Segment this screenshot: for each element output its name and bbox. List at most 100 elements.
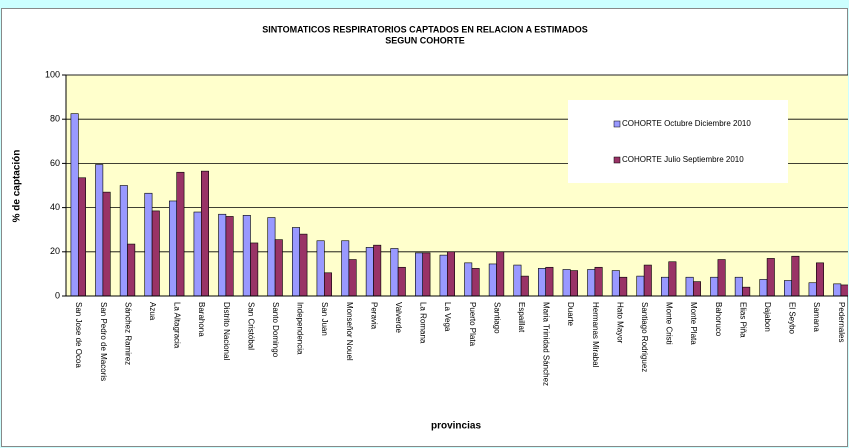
bar	[225, 216, 234, 297]
bar	[446, 251, 455, 297]
bar	[292, 227, 301, 297]
bar	[397, 266, 406, 297]
bar	[78, 177, 86, 297]
x-tick-label: Maria Trinidad Sánchez	[542, 302, 551, 386]
x-tick-label: San Jose de Ocoa	[74, 302, 83, 368]
bar	[710, 276, 719, 297]
legend-label: COHORTE Julio Septiembre 2010	[622, 155, 744, 164]
x-tick-label: La Vega	[443, 302, 452, 332]
bar	[422, 252, 431, 297]
x-tick-label: Duarte	[566, 302, 575, 327]
x-tick-label: Elias Piña	[738, 302, 747, 338]
legend-swatch	[613, 156, 621, 164]
bar	[520, 275, 529, 297]
bar	[341, 240, 350, 297]
bar	[611, 270, 620, 297]
y-tick-label: 0	[55, 290, 60, 300]
x-tick-label: Sánchez Ramirez	[123, 302, 132, 365]
x-tick-label: Barahona	[197, 302, 206, 337]
bar	[323, 272, 332, 297]
x-tick-label: La Romana	[419, 302, 428, 344]
bar	[594, 266, 603, 297]
legend	[568, 100, 788, 183]
bar	[562, 269, 571, 297]
bar	[95, 164, 104, 297]
bar	[267, 217, 276, 297]
bar	[151, 210, 160, 297]
x-tick-label: Azua	[148, 302, 157, 321]
x-tick-label: Valverde	[394, 302, 403, 334]
chart-title: SINTOMATICOS RESPIRATORIOS CAPTADOS EN R…	[262, 24, 588, 34]
x-tick-label: El Seybo	[788, 302, 797, 335]
bar	[742, 286, 751, 297]
x-tick-label: Monte Plata	[689, 302, 698, 345]
x-tick-label: Peravia	[369, 302, 378, 330]
bar	[496, 251, 505, 297]
x-tick-label: Monseñor Nouel	[345, 302, 354, 361]
y-axis-title: % de captación	[12, 150, 23, 223]
y-tick-label: 60	[50, 158, 60, 168]
bar	[274, 239, 283, 297]
bar	[587, 269, 596, 297]
x-tick-label: Bahoruco	[714, 302, 723, 337]
bar	[815, 262, 824, 297]
bar	[365, 247, 374, 297]
y-tick-label: 80	[50, 114, 60, 124]
x-tick-label: Pedernales	[837, 302, 846, 342]
bar	[488, 263, 497, 297]
bar	[808, 282, 817, 297]
bar	[348, 259, 357, 297]
bar	[685, 276, 694, 297]
bar	[734, 276, 743, 297]
bar	[201, 170, 209, 297]
bar	[692, 281, 701, 297]
y-tick-label: 40	[50, 202, 60, 212]
bar	[169, 200, 178, 297]
x-tick-label: San Juan	[320, 302, 329, 336]
plot: 0 20 40 60 80 100 San Jose de Ocoa San Pedro de…	[45, 69, 848, 386]
x-axis-title: provincias	[431, 421, 481, 432]
x-tick-label: Santiago Rodriguez	[640, 302, 649, 372]
bar	[636, 275, 645, 297]
x-tick-label: Espaillat	[517, 302, 526, 333]
x-tick-label: Independencia	[296, 302, 305, 355]
bar	[833, 283, 842, 297]
bar	[316, 240, 325, 297]
bar	[766, 258, 775, 297]
bar	[193, 211, 202, 297]
bar	[299, 233, 308, 297]
bar	[390, 248, 399, 297]
bar	[373, 244, 382, 297]
bar	[784, 280, 793, 297]
bar	[242, 215, 251, 297]
bar	[176, 171, 185, 297]
x-tick-label: Monte Cristi	[665, 302, 674, 345]
x-tick-label: Hermanas Mirabal	[591, 302, 600, 368]
y-tick-label: 100	[45, 69, 60, 79]
x-tick-label: Santiago	[492, 302, 501, 334]
x-tick-label: Samana	[812, 302, 821, 332]
y-tick-label: 20	[50, 246, 60, 256]
bar	[661, 276, 670, 297]
bar	[70, 113, 79, 297]
bar	[513, 264, 522, 297]
bar	[464, 262, 473, 297]
bar	[643, 264, 652, 297]
bar	[545, 266, 554, 297]
x-tick-label: Hato Mayor	[615, 302, 624, 344]
bar	[569, 270, 578, 297]
bar	[439, 254, 448, 297]
x-tick-label: Puerto Plata	[468, 302, 477, 347]
legend-label: COHORTE Octubre Diciembre 2010	[622, 119, 751, 128]
bar	[840, 284, 848, 297]
x-tick-label: San Pedro de Macoris	[99, 302, 108, 381]
bar	[759, 279, 768, 297]
bar	[791, 255, 800, 297]
bar	[250, 242, 259, 297]
bar	[538, 268, 547, 297]
bar	[415, 252, 424, 297]
x-tick-label: San Cristóbal	[246, 302, 255, 350]
bar	[218, 213, 227, 297]
